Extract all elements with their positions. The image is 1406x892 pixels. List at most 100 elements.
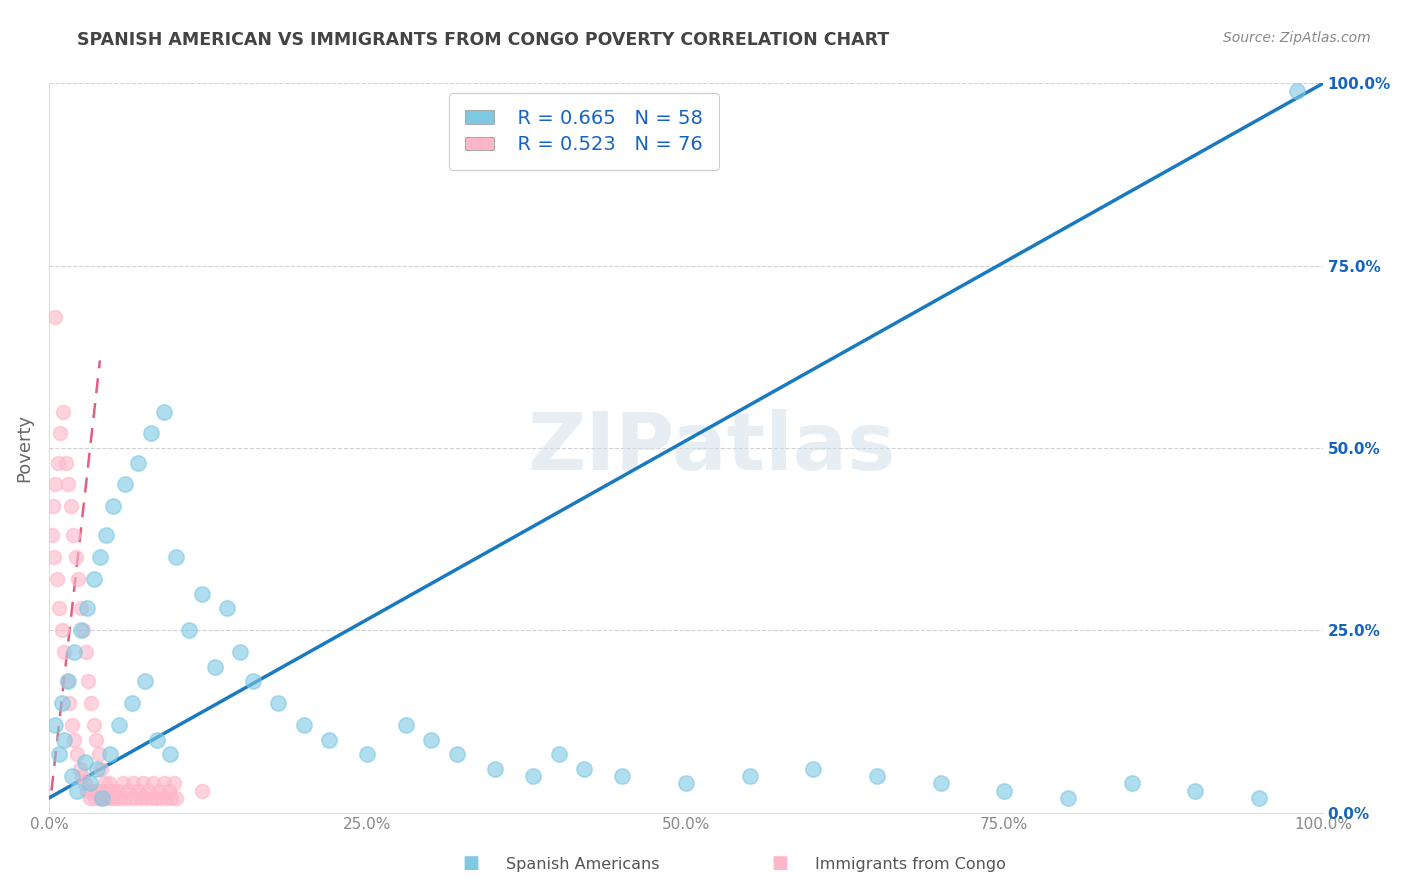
Point <box>191 587 214 601</box>
Point <box>446 747 468 762</box>
Point <box>145 791 167 805</box>
Point <box>177 624 200 638</box>
Point <box>75 645 97 659</box>
Point <box>84 732 107 747</box>
Point <box>420 732 443 747</box>
Legend:   R = 0.665   N = 58,   R = 0.523   N = 76: R = 0.665 N = 58, R = 0.523 N = 76 <box>449 93 718 170</box>
Point <box>91 783 114 797</box>
Point <box>132 776 155 790</box>
Point <box>89 550 111 565</box>
Point <box>122 776 145 790</box>
Point <box>101 500 124 514</box>
Point <box>79 791 101 805</box>
Point <box>165 791 187 805</box>
Point <box>675 776 697 790</box>
Point <box>229 645 252 659</box>
Point <box>94 776 117 790</box>
Point <box>77 674 100 689</box>
Point <box>612 769 634 783</box>
Point <box>108 718 131 732</box>
Point <box>104 791 127 805</box>
Point <box>48 747 70 762</box>
Point <box>993 783 1015 797</box>
Point <box>73 755 96 769</box>
Point <box>41 528 63 542</box>
Point <box>138 783 160 797</box>
Point <box>76 783 98 797</box>
Point <box>157 783 180 797</box>
Point <box>191 783 214 797</box>
Point <box>318 732 340 747</box>
Point <box>114 791 136 805</box>
Point <box>53 645 76 659</box>
Point <box>159 747 181 762</box>
Point <box>155 791 177 805</box>
Point <box>1249 791 1271 805</box>
Point <box>98 783 121 797</box>
Point <box>44 310 66 324</box>
Point <box>66 783 89 797</box>
Text: SPANISH AMERICAN VS IMMIGRANTS FROM CONGO POVERTY CORRELATION CHART: SPANISH AMERICAN VS IMMIGRANTS FROM CONG… <box>77 31 890 49</box>
Point <box>45 572 67 586</box>
Point <box>142 776 165 790</box>
Point <box>98 747 121 762</box>
Point <box>163 776 186 790</box>
Point <box>69 762 91 776</box>
Point <box>217 601 239 615</box>
Point <box>80 696 103 710</box>
Point <box>107 783 129 797</box>
Point <box>86 783 108 797</box>
Point <box>67 572 90 586</box>
Point <box>929 776 952 790</box>
Point <box>96 783 118 797</box>
Point <box>866 769 889 783</box>
Point <box>42 500 65 514</box>
Point <box>152 404 174 418</box>
Point <box>66 747 89 762</box>
Point <box>49 426 72 441</box>
Point <box>93 791 115 805</box>
Point <box>56 477 79 491</box>
Point <box>56 674 79 689</box>
Text: Source: ZipAtlas.com: Source: ZipAtlas.com <box>1223 31 1371 45</box>
Point <box>572 762 595 776</box>
Point <box>124 791 146 805</box>
Text: Spanish Americans: Spanish Americans <box>506 857 659 872</box>
Point <box>90 762 112 776</box>
Point <box>165 550 187 565</box>
Point <box>738 769 761 783</box>
Point <box>87 747 110 762</box>
Point <box>395 718 418 732</box>
Point <box>69 601 91 615</box>
Point <box>46 456 69 470</box>
Point <box>120 791 142 805</box>
Point <box>1286 84 1309 98</box>
Point <box>242 674 264 689</box>
Point <box>267 696 290 710</box>
Point <box>97 791 120 805</box>
Point <box>97 776 120 790</box>
Point <box>79 776 101 790</box>
Point <box>51 696 73 710</box>
Point <box>110 791 132 805</box>
Point <box>63 732 86 747</box>
Point <box>51 624 73 638</box>
Point <box>58 696 80 710</box>
Point <box>53 732 76 747</box>
Point <box>139 426 162 441</box>
Point <box>83 572 105 586</box>
Point <box>55 456 77 470</box>
Point <box>83 791 105 805</box>
Point <box>48 601 70 615</box>
Point <box>59 500 82 514</box>
Point <box>1184 783 1206 797</box>
Point <box>1121 776 1143 790</box>
Point <box>801 762 824 776</box>
Point <box>484 762 506 776</box>
Point <box>70 769 93 783</box>
Point <box>111 776 134 790</box>
Point <box>82 783 104 797</box>
Point <box>160 791 183 805</box>
Text: ■: ■ <box>772 855 789 872</box>
Point <box>522 769 544 783</box>
